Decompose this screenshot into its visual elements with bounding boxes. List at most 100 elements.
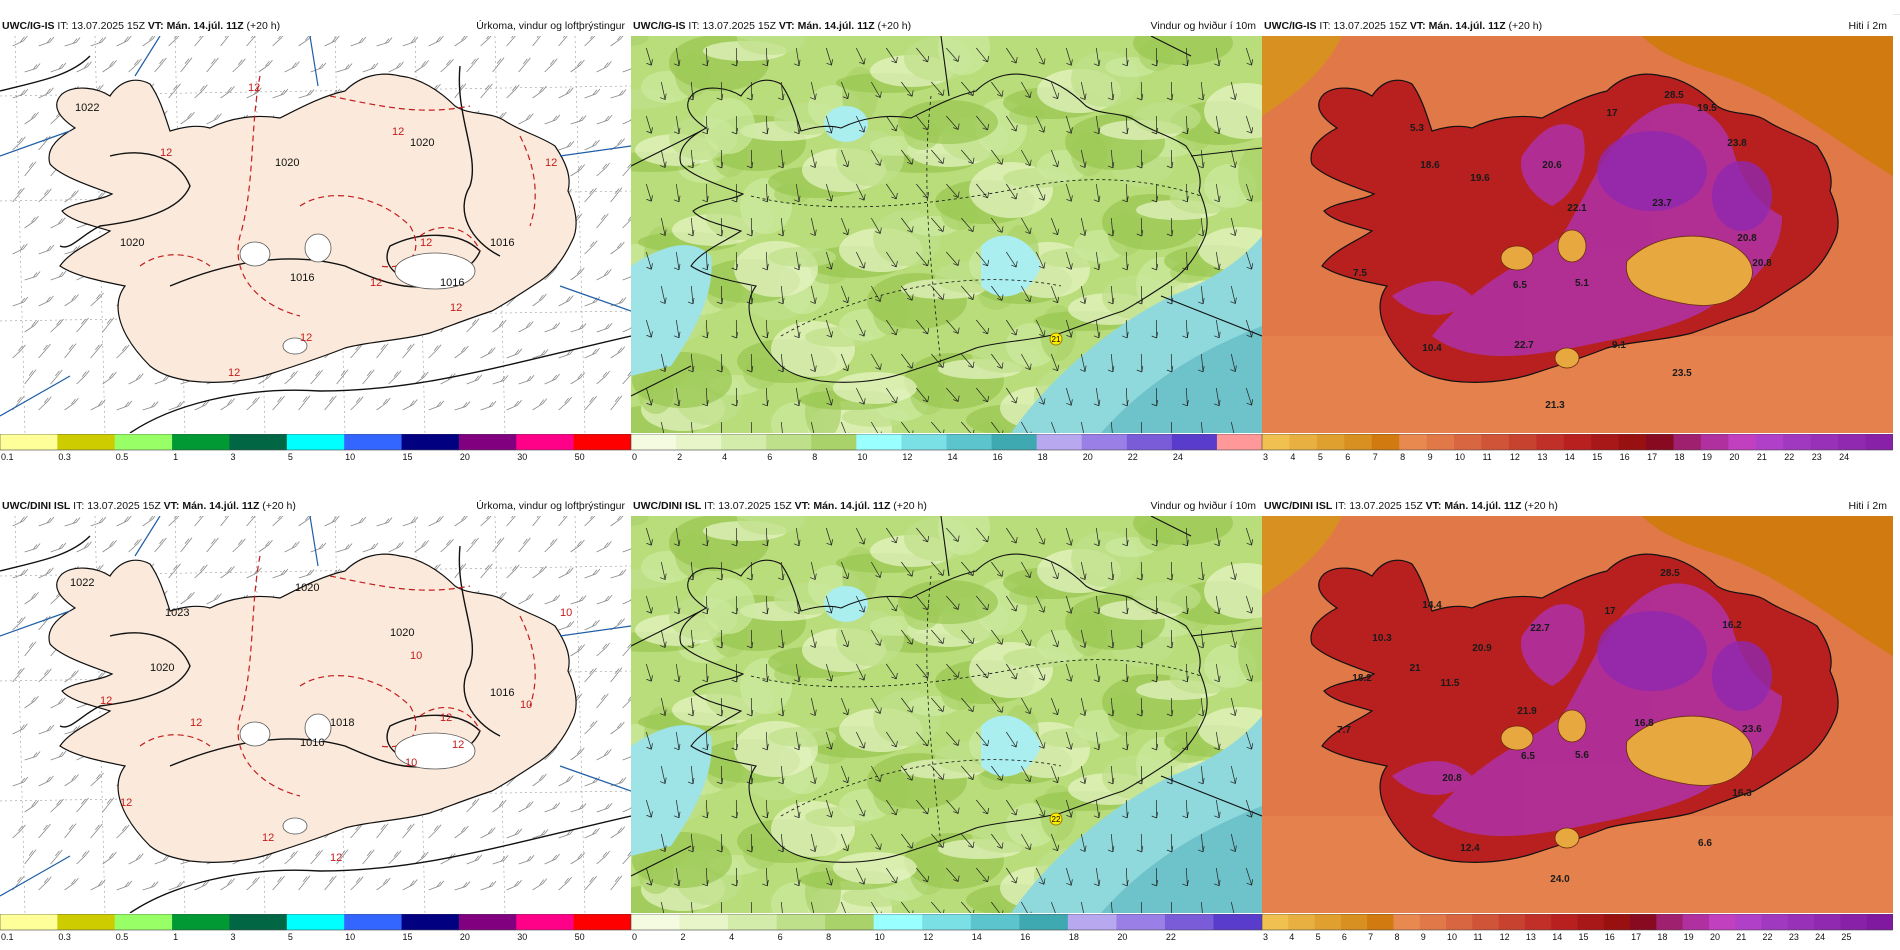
colorbar-label: 12 <box>902 452 912 462</box>
colorbar-label: 12 <box>1510 452 1520 462</box>
precip-map-svg: 1022 1023 1020 1020 1020 1018 1016 1016 12 12 12 12… <box>0 516 631 913</box>
colorbar-swatch <box>172 914 230 930</box>
colorbar-label: 23 <box>1789 932 1799 942</box>
temperature-label: 20.6 <box>1542 160 1562 171</box>
colorbar-label: 20 <box>1729 452 1739 462</box>
model-name: UWC/DINI ISL <box>1264 500 1333 512</box>
vt-label: VT: <box>147 20 164 32</box>
colorbar-label: 20 <box>1710 932 1720 942</box>
product-title: Hiti í 2m <box>1848 20 1887 32</box>
temperature-label: 22.7 <box>1514 340 1534 351</box>
contour-label: 12 <box>370 277 382 289</box>
colorbar-swatch <box>1787 914 1815 930</box>
colorbar-label: 10 <box>345 452 355 462</box>
product-title: Úrkoma, vindur og loftþrýstingur <box>476 500 625 512</box>
colorbar-label: 0.1 <box>1 452 14 462</box>
colorbar-swatch <box>573 914 631 930</box>
temperature-label: 5.6 <box>1575 750 1589 761</box>
vt-label: VT: <box>778 20 795 32</box>
colorbar-label: 0.5 <box>116 452 129 462</box>
colorbar-label: 6 <box>778 932 783 942</box>
colorbar-label: 10 <box>1455 452 1465 462</box>
colorbar-swatch <box>1116 914 1166 930</box>
temperature-label: 18.6 <box>1420 160 1440 171</box>
iceland-landmass <box>48 553 577 863</box>
model-name: UWC/DINI ISL <box>2 500 71 512</box>
product-title: Vindur og hviður í 10m <box>1150 20 1256 32</box>
valid-time: Mán. 14.júl. 11Z <box>813 500 891 512</box>
contour-label: 1016 <box>440 277 464 289</box>
colorbar-label: 0 <box>632 452 637 462</box>
temperature-label: 6.5 <box>1513 280 1527 291</box>
colorbar-swatch <box>344 914 403 930</box>
precip-map: 1022 1023 1020 1020 1020 1018 1016 1016 12 12 12 12… <box>0 516 631 913</box>
colorbar-swatch <box>1289 434 1318 450</box>
colorbar-label: 14 <box>972 932 982 942</box>
colorbar-label: 15 <box>403 932 413 942</box>
colorbar-swatch <box>825 914 875 930</box>
temperature-label: 23.7 <box>1652 198 1672 209</box>
colorbar-label: 4 <box>729 932 734 942</box>
temperature-label: 22.7 <box>1530 623 1550 634</box>
temperature-label: 28.5 <box>1664 90 1684 101</box>
colorbar-label: 19 <box>1702 452 1712 462</box>
vt-label: VT: <box>1409 20 1426 32</box>
temperature-label: 9.1 <box>1612 340 1626 351</box>
colorbar-swatch <box>1481 434 1510 450</box>
colorbar-label: 18 <box>1069 932 1079 942</box>
colorbar-label: 9 <box>1428 452 1433 462</box>
contour-label: 10 <box>520 699 532 711</box>
init-time: 13.07.2025 15Z <box>71 20 145 32</box>
panel-header: UWC/DINI ISL IT: 13.07.2025 15Z VT: Mán.… <box>2 500 629 514</box>
contour-label: 12 <box>392 126 404 138</box>
temperature-label: 7.7 <box>1337 725 1351 736</box>
contour-label: 1023 <box>165 607 189 619</box>
colorbar-label: 15 <box>1592 452 1602 462</box>
colorbar-swatch <box>1728 434 1757 450</box>
colorbar-swatch <box>114 914 173 930</box>
colorbar-swatch <box>401 914 460 930</box>
colorbar-label: 13 <box>1537 452 1547 462</box>
init-time: 13.07.2025 15Z <box>87 500 161 512</box>
precip-colorbar: 0.1 0.3 0.5 1 3 5 10 15 20 30 50 <box>0 914 631 942</box>
wind-map: 22 <box>631 516 1262 913</box>
colorbar-svg: 0 2 4 6 8 10 12 14 16 18 20 22 24 <box>631 434 1262 462</box>
init-time: 13.07.2025 15Z <box>702 20 776 32</box>
colorbar-swatch <box>1171 434 1218 450</box>
contour-label: 12 <box>450 302 462 314</box>
colorbar-label: 7 <box>1368 932 1373 942</box>
temperature-label: 16.2 <box>1722 620 1742 631</box>
colorbar-swatch <box>1630 914 1657 930</box>
colorbar-label: 5 <box>1318 452 1323 462</box>
vt-label: VT: <box>794 500 811 512</box>
colorbar-label: 22 <box>1763 932 1773 942</box>
colorbar-label: 10 <box>345 932 355 942</box>
temperature-label: 6.6 <box>1698 838 1712 849</box>
colorbar-swatch <box>1603 914 1631 930</box>
contour-label: 12 <box>262 832 274 844</box>
colorbar-swatch <box>1419 914 1447 930</box>
contour-label: 1022 <box>70 577 94 589</box>
temperature-label: 11.5 <box>1441 678 1460 689</box>
wind-colorbar: 0 2 4 6 8 10 12 14 16 18 20 22 <box>631 914 1262 942</box>
init-time: 13.07.2025 15Z <box>1349 500 1423 512</box>
lead-time: (+20 h) <box>1508 20 1543 32</box>
colorbar-swatch <box>776 914 826 930</box>
colorbar-label: 0.1 <box>1 932 14 942</box>
colorbar-swatch <box>721 434 767 450</box>
contour-label: 1020 <box>390 627 414 639</box>
wind-map: 21 <box>631 36 1262 433</box>
temperature-label: 6.5 <box>1521 751 1535 762</box>
colorbar-swatch <box>1866 914 1893 930</box>
contour-label: 1020 <box>410 137 434 149</box>
colorbar-label: 8 <box>1394 932 1399 942</box>
colorbar-swatch <box>1262 434 1290 450</box>
colorbar-swatch <box>286 434 345 450</box>
model-name: UWC/IG-IS <box>633 20 686 32</box>
colorbar-swatch <box>1814 914 1841 930</box>
colorbar-label: 15 <box>1579 932 1589 942</box>
temperature-label: 28.5 <box>1660 568 1680 579</box>
colorbar-swatch <box>458 914 517 930</box>
contour-label: 12 <box>190 717 202 729</box>
colorbar-swatch <box>1577 914 1605 930</box>
